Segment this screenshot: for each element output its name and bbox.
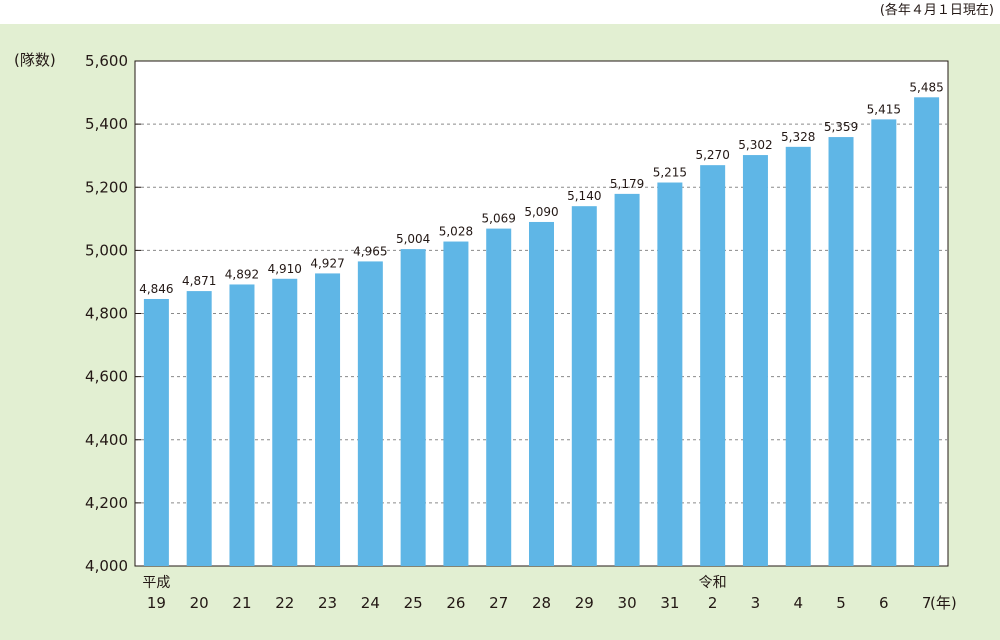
bar [657,182,683,566]
value-label: 5,069 [482,212,516,226]
value-label: 5,415 [867,102,901,116]
bar [186,291,212,566]
x-tick-label: 2 [708,594,718,612]
x-tick-label: 7 [922,594,932,612]
value-label: 5,302 [738,138,772,152]
bar [486,228,512,567]
y-axis-label: (隊数) [14,51,56,69]
bar [700,165,726,566]
y-tick-label: 4,200 [85,494,128,512]
value-label: 5,090 [524,205,558,219]
bar-chart: 4,000 4,200 4,400 4,600 4,800 5,000 5,200 5,400… [14,51,957,612]
value-label: 4,965 [353,244,387,258]
value-label: 5,028 [439,225,473,239]
x-tick-label: 25 [404,594,423,612]
x-tick-label: 29 [575,594,594,612]
bar [443,241,469,566]
grid-lines [135,60,948,567]
x-tick-label: 19 [147,594,166,612]
x-tick-label: 26 [446,594,465,612]
x-tick-label: 23 [318,594,337,612]
bar [529,221,554,566]
value-label: 5,179 [610,177,644,191]
bar [871,119,897,566]
bar [357,261,383,566]
bar [229,284,255,566]
y-tick-label: 5,400 [85,115,128,133]
y-tick-label: 5,200 [85,178,128,196]
y-tick-label: 5,000 [85,241,128,259]
y-tick-label: 4,400 [85,431,128,449]
x-tick-label: 28 [532,594,551,612]
era-label: 令和 [699,575,727,591]
era-label: 平成 [142,575,170,591]
value-label: 5,328 [781,130,815,144]
bar [742,155,768,566]
value-label: 5,270 [695,148,729,162]
x-tick-label: 24 [361,594,380,612]
value-label: 5,004 [396,232,430,246]
y-tick-label: 4,000 [85,557,128,575]
y-tick-label: 5,600 [85,52,128,70]
value-label: 4,927 [310,256,344,270]
y-tick-label: 4,800 [85,305,128,323]
bar [785,146,811,566]
x-tick-label: 27 [489,594,508,612]
x-tick-label: 21 [232,594,251,612]
bar [315,273,341,566]
x-tick-labels: 19 20 21 22 23 24 25 26 27 28 29 30 31 2 3 4 5 6 7平成 令和 [142,575,931,612]
value-label: 4,871 [182,274,216,288]
value-label: 5,485 [909,80,943,94]
bar [614,193,640,567]
bar [400,249,426,567]
bar [571,206,597,566]
x-tick-label: 6 [879,594,889,612]
value-label: 4,892 [225,267,259,281]
value-label: 5,140 [567,189,601,203]
value-label: 4,846 [139,282,173,296]
value-labels: 4,846 4,871 4,892 4,910 4,927 4,965 5,004 5,028… [139,80,944,296]
bar [143,298,169,566]
y-tick-labels: 4,000 4,200 4,400 4,600 4,800 5,000 5,200 5,400… [85,52,128,575]
x-tick-label: 20 [190,594,209,612]
value-label: 5,215 [653,166,687,180]
x-tick-label: 31 [660,594,679,612]
value-label: 5,359 [824,120,858,134]
x-axis-label: (年) [930,594,957,612]
x-tick-label: 4 [793,594,803,612]
bar [828,137,854,567]
x-tick-label: 5 [836,594,846,612]
x-tick-label: 22 [275,594,294,612]
x-tick-label: 3 [751,594,761,612]
bar [914,97,940,566]
chart-panel: 4,000 4,200 4,400 4,600 4,800 5,000 5,200 5,400… [0,24,1000,640]
x-tick-label: 30 [618,594,637,612]
bars-group [143,97,940,567]
bar [272,278,298,566]
y-tick-label: 4,600 [85,368,128,386]
value-label: 4,910 [268,262,302,276]
date-note: (各年４月１日現在) [879,3,994,18]
